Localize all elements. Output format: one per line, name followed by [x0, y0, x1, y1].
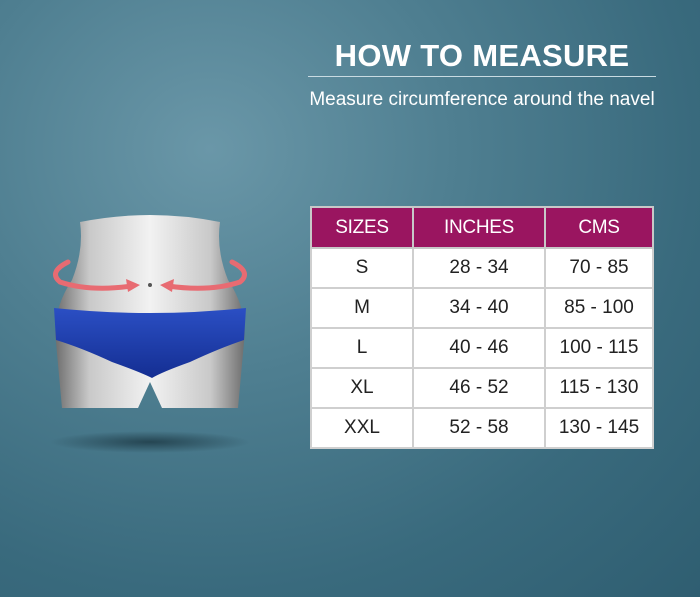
table-row: S 28 - 34 70 - 85 [310, 247, 654, 289]
table-header-row: SIZES INCHES CMS [310, 206, 654, 249]
inches-cell: 46 - 52 [412, 367, 546, 409]
cms-cell: 100 - 115 [544, 327, 654, 369]
cms-cell: 85 - 100 [544, 287, 654, 329]
column-header-sizes: SIZES [310, 206, 414, 249]
table-row: XL 46 - 52 115 - 130 [310, 367, 654, 409]
cms-cell: 130 - 145 [544, 407, 654, 449]
cms-cell: 115 - 130 [544, 367, 654, 409]
brief [54, 308, 246, 378]
measure-arrow-icon [126, 279, 140, 292]
inches-cell: 40 - 46 [412, 327, 546, 369]
navel-marker [148, 283, 152, 287]
size-chart-table: SIZES INCHES CMS S 28 - 34 70 - 85 M 34 … [310, 206, 654, 449]
table-row: XXL 52 - 58 130 - 145 [310, 407, 654, 449]
column-header-cms: CMS [544, 206, 654, 249]
cms-cell: 70 - 85 [544, 247, 654, 289]
mannequin-figure [50, 215, 250, 453]
size-cell: XXL [310, 407, 414, 449]
measure-arrow-icon [160, 279, 174, 292]
table-row: L 40 - 46 100 - 115 [310, 327, 654, 369]
column-header-inches: INCHES [412, 206, 546, 249]
inches-cell: 34 - 40 [412, 287, 546, 329]
page-title: HOW TO MEASURE [334, 38, 630, 73]
inches-cell: 52 - 58 [412, 407, 546, 449]
floor-shadow [50, 431, 250, 453]
size-cell: XL [310, 367, 414, 409]
mannequin-body [55, 215, 245, 408]
inches-cell: 28 - 34 [412, 247, 546, 289]
size-cell: L [310, 327, 414, 369]
table-row: M 34 - 40 85 - 100 [310, 287, 654, 329]
size-cell: M [310, 287, 414, 329]
page-subtitle: Measure circumference around the navel [309, 89, 655, 110]
size-cell: S [310, 247, 414, 289]
title-divider [308, 76, 656, 77]
